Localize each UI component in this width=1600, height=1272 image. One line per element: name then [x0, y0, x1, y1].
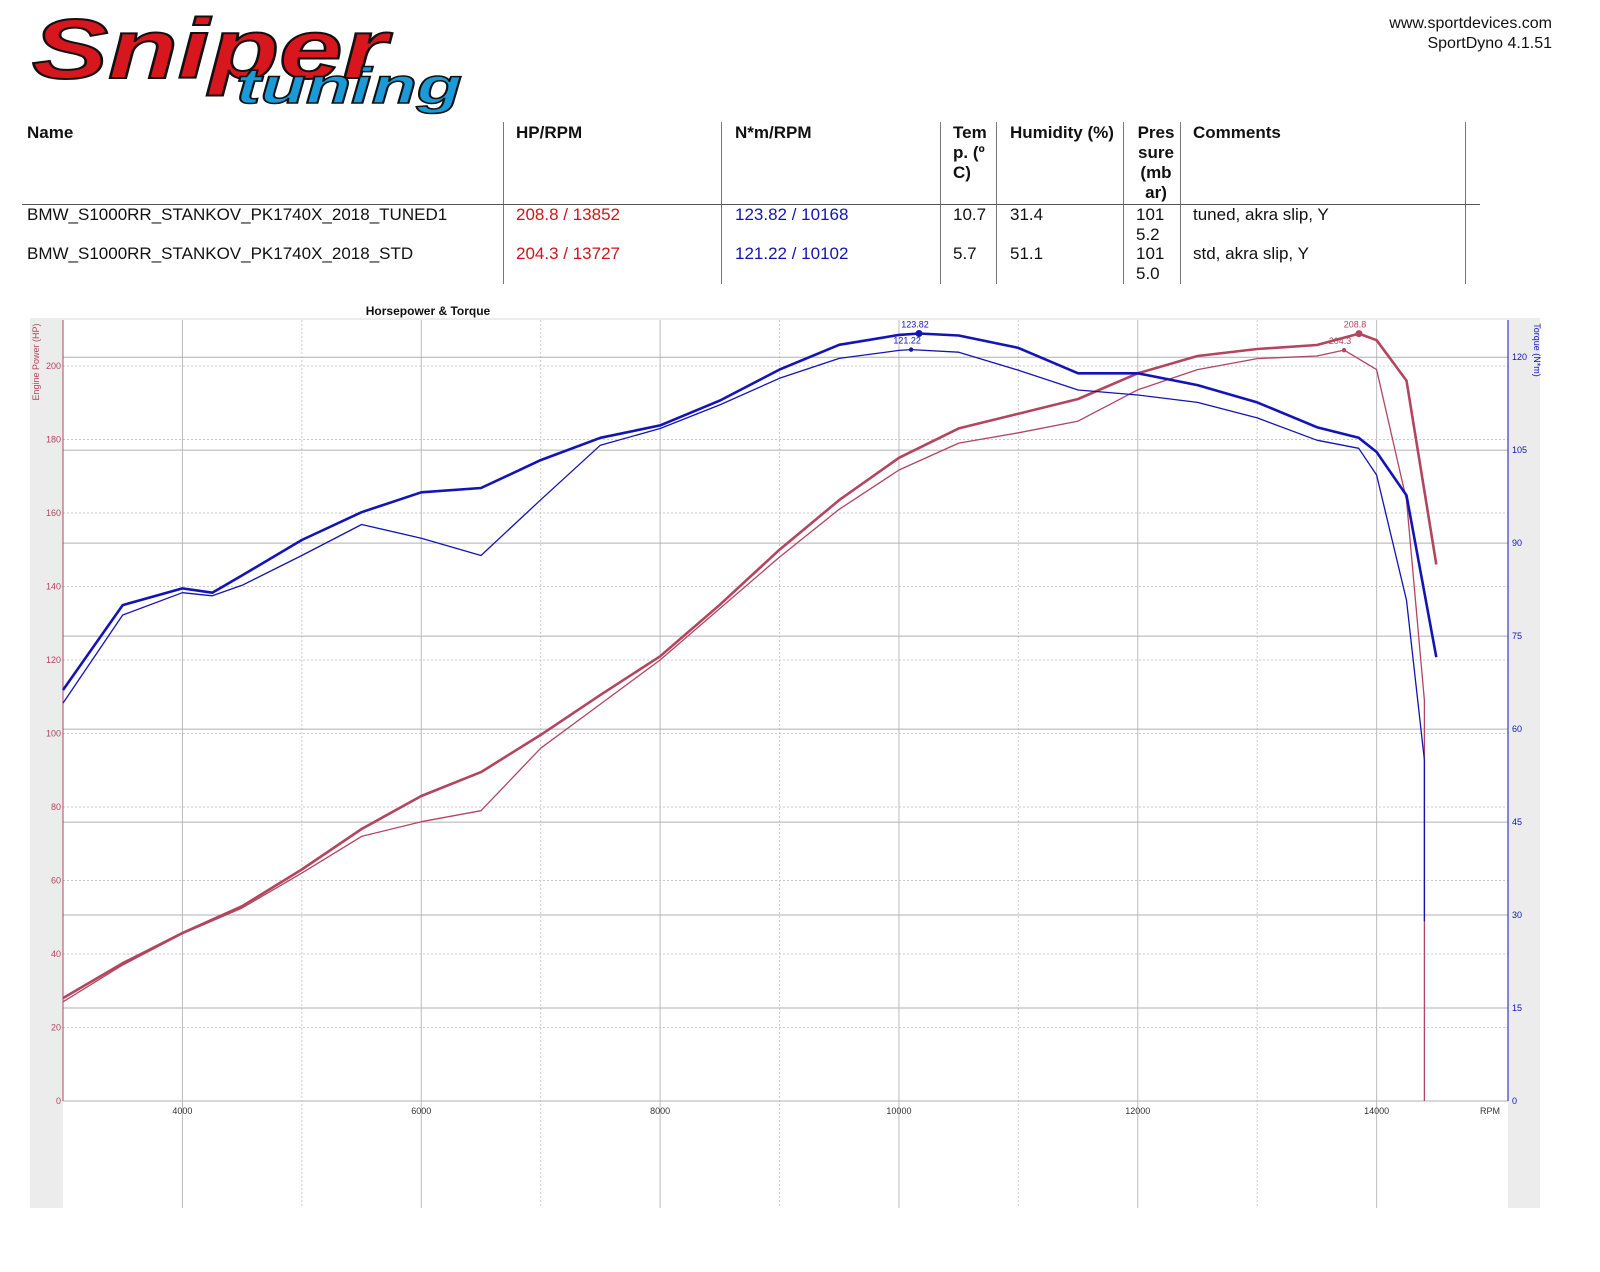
peak-marker: [908, 347, 914, 352]
y2-axis-label: Torque (N*m): [1532, 323, 1542, 377]
column-border: [721, 122, 722, 284]
column-border: [1123, 122, 1124, 284]
results-table: Name HP/RPM N*m/RPM Temp. (ºC) Humidity (%) P…: [0, 0, 1600, 290]
table-cell: tuned, akra slip, Y: [1193, 205, 1329, 224]
column-header: Humidity (%): [1010, 123, 1114, 142]
x-tick-label: 12000: [1125, 1106, 1150, 1116]
y-tick-label: 160: [46, 508, 61, 518]
y-axis-label: Engine Power (HP): [31, 323, 41, 400]
y-tick-label: 80: [51, 802, 61, 812]
line-series: [61, 332, 1438, 691]
header-rule: [22, 204, 1480, 205]
x-axis-label: RPM: [1480, 1106, 1500, 1116]
column-header: HP/RPM: [516, 123, 583, 142]
x-tick-label: 4000: [172, 1106, 192, 1116]
site: www.sportdevices.com: [1389, 15, 1552, 32]
peak-marker: [1341, 347, 1347, 353]
y-tick-label: 20: [51, 1022, 61, 1032]
peak-label: 204.3: [1329, 336, 1352, 346]
y-tick-label: 100: [46, 728, 61, 738]
table-cell: 1015.2: [1136, 205, 1165, 244]
logo-brand: Sniper: [32, 2, 393, 96]
table-cell: BMW_S1000RR_STANKOV_PK1740X_2018_TUNED1: [27, 205, 448, 224]
table-cell: 121.22 / 10102: [735, 244, 849, 263]
y2-tick-label: 15: [1512, 1003, 1522, 1013]
plot-area: [63, 320, 1508, 1208]
column-border: [503, 122, 504, 284]
x-tick-label: 10000: [886, 1106, 911, 1116]
chart-title: Horsepower & Torque: [366, 304, 491, 318]
y2-tick-label: 75: [1512, 631, 1522, 641]
y2-tick-label: 120: [1512, 352, 1527, 362]
column-border: [996, 122, 997, 284]
x-tick-label: 14000: [1364, 1106, 1389, 1116]
y2-tick-label: 30: [1512, 910, 1522, 920]
table-cell: 123.82 / 10168: [735, 205, 849, 224]
column-header: Comments: [1193, 123, 1281, 142]
y2-tick-label: 0: [1512, 1096, 1517, 1106]
y-tick-label: 180: [46, 434, 61, 444]
x-tick-label: 6000: [411, 1106, 431, 1116]
table-cell: 10.7: [953, 205, 987, 224]
peak-label: 121.22: [893, 336, 921, 346]
table-cell: 208.8 / 13852: [516, 205, 620, 224]
y-tick-label: 40: [51, 949, 61, 959]
line-series: [62, 332, 1438, 1000]
peak-marker: [915, 330, 923, 338]
column-border: [940, 122, 941, 284]
column-border: [1465, 122, 1466, 284]
y-tick-label: 60: [51, 875, 61, 885]
peak-label: 123.82: [901, 320, 929, 330]
y-tick-label: 140: [46, 581, 61, 591]
peak-marker: [1355, 330, 1363, 338]
logo: Sniper tuning: [31, 1, 463, 115]
logo-sub: tuning: [236, 58, 462, 114]
table-cell: 5.7: [953, 244, 977, 263]
table-cell: BMW_S1000RR_STANKOV_PK1740X_2018_STD: [27, 244, 414, 263]
x-tick-label: 8000: [650, 1106, 670, 1116]
column-header: N*m/RPM: [735, 123, 812, 142]
table-cell: 1015.0: [1136, 244, 1165, 283]
table-cell: 204.3 / 13727: [516, 244, 620, 263]
column-header: Pressure (mbar): [1137, 123, 1175, 202]
y2-tick-label: 105: [1512, 445, 1527, 455]
y-tick-label: 200: [46, 361, 61, 371]
table-cell: 51.1: [1010, 244, 1044, 263]
y2-tick-label: 60: [1512, 724, 1522, 734]
y-tick-label: 0: [56, 1096, 61, 1106]
column-border: [1180, 122, 1181, 284]
chart: 4000 6000 8000 10000 12000 14000 0 20 40 60 80 100 1…: [30, 304, 1542, 1208]
y2-tick-label: 90: [1512, 538, 1522, 548]
column-header: Temp. (ºC): [953, 123, 987, 182]
line-series: [62, 349, 1426, 1101]
table-cell: 31.4: [1010, 205, 1044, 224]
peak-label: 208.8: [1344, 320, 1367, 330]
y2-tick-label: 45: [1512, 817, 1522, 827]
y-tick-label: 120: [46, 655, 61, 665]
line-series: [62, 348, 1426, 922]
column-header: Name: [27, 123, 74, 142]
software: SportDyno 4.1.51: [1427, 35, 1552, 52]
table-cell: std, akra slip, Y: [1193, 244, 1309, 263]
